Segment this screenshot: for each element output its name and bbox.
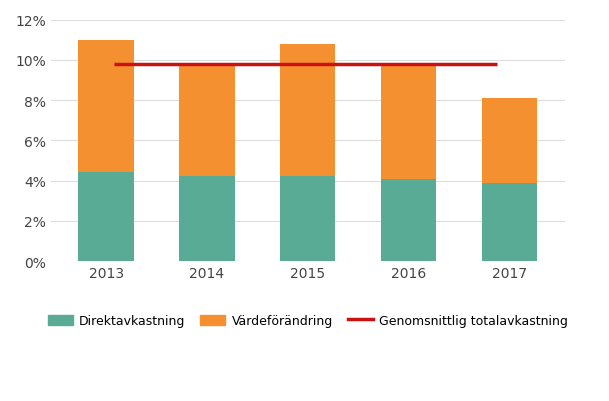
Bar [79,41,134,173]
Bar [280,177,336,261]
Bar [381,65,436,179]
Bar [280,45,336,177]
Bar [179,65,234,177]
Bar [79,173,134,261]
Legend: Direktavkastning, Värdeförändring, Genomsnittlig totalavkastning: Direktavkastning, Värdeförändring, Genom… [43,309,573,332]
Bar [381,179,436,261]
Bar [179,177,234,261]
Bar [482,99,537,183]
Bar [482,183,537,261]
